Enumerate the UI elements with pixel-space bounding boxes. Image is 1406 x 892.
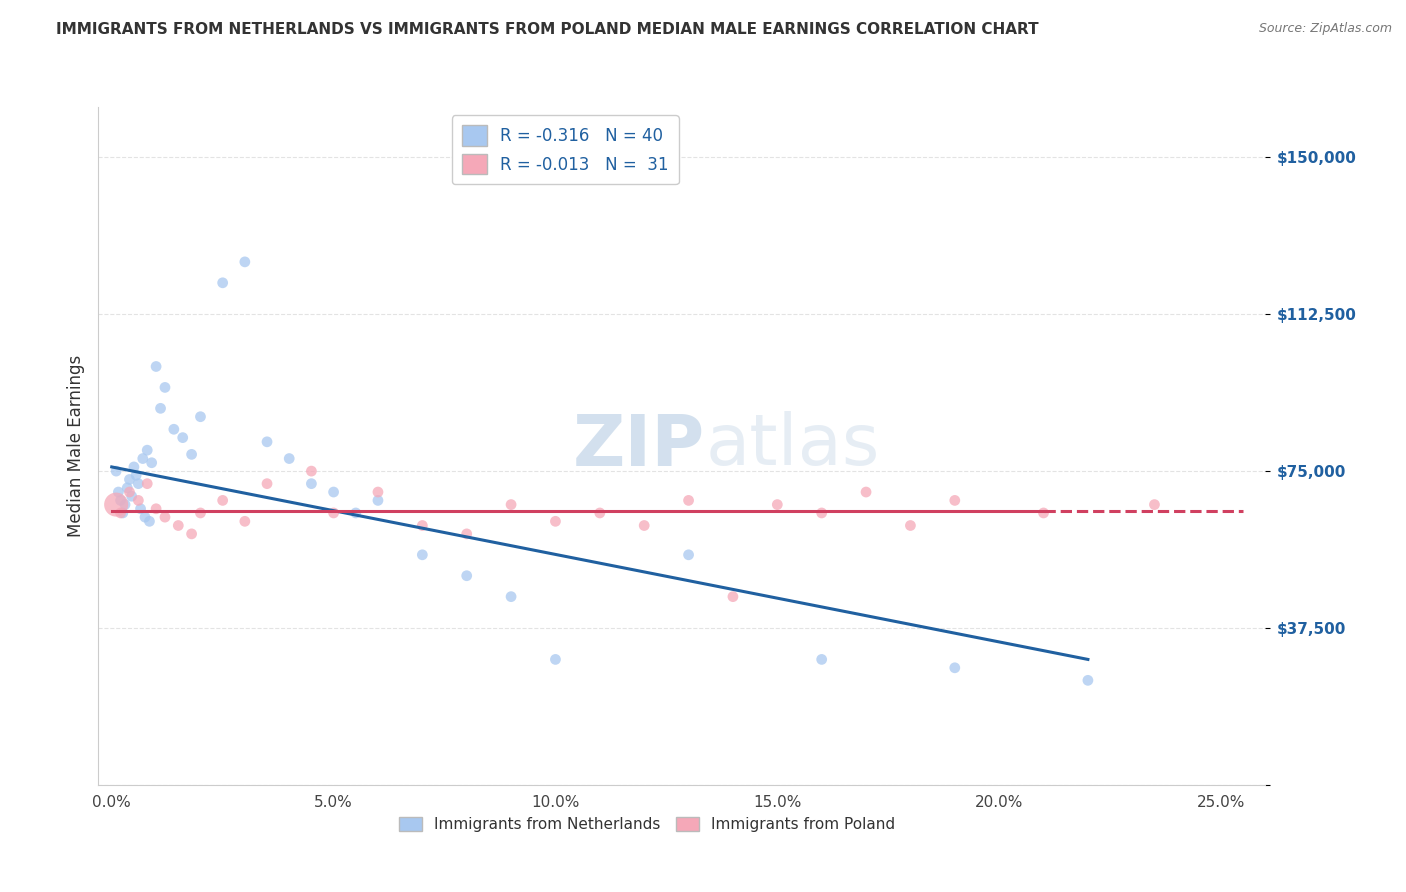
Point	[125, 468, 148, 483]
Point	[153, 380, 176, 394]
Point	[855, 485, 877, 500]
Point	[117, 481, 139, 495]
Point	[118, 473, 141, 487]
Text: ZIP: ZIP	[574, 411, 706, 481]
Point	[456, 527, 478, 541]
Point	[499, 590, 522, 604]
Point	[110, 493, 132, 508]
Point	[114, 498, 136, 512]
Point	[810, 652, 832, 666]
Point	[127, 476, 149, 491]
Point	[766, 498, 789, 512]
Point	[589, 506, 612, 520]
Point	[810, 506, 832, 520]
Point	[544, 514, 567, 528]
Point	[233, 514, 256, 528]
Point	[411, 518, 433, 533]
Point	[190, 506, 212, 520]
Point	[127, 493, 149, 508]
Point	[721, 590, 744, 604]
Point	[299, 464, 322, 478]
Point	[633, 518, 655, 533]
Point	[190, 409, 212, 424]
Point	[367, 493, 389, 508]
Point	[299, 476, 322, 491]
Point	[278, 451, 301, 466]
Point	[122, 459, 145, 474]
Point	[145, 359, 167, 374]
Point	[172, 431, 194, 445]
Point	[256, 434, 278, 449]
Point	[149, 401, 172, 416]
Point	[107, 485, 129, 500]
Point	[163, 422, 186, 436]
Point	[411, 548, 433, 562]
Point	[167, 518, 190, 533]
Point	[180, 527, 202, 541]
Point	[145, 501, 167, 516]
Point	[256, 476, 278, 491]
Y-axis label: Median Male Earnings: Median Male Earnings	[66, 355, 84, 537]
Point	[544, 652, 567, 666]
Point	[1032, 506, 1054, 520]
Point	[136, 476, 159, 491]
Point	[153, 510, 176, 524]
Point	[367, 485, 389, 500]
Point	[678, 548, 700, 562]
Point	[141, 456, 163, 470]
Point	[943, 493, 966, 508]
Point	[233, 255, 256, 269]
Point	[129, 501, 152, 516]
Point	[456, 568, 478, 582]
Point	[118, 485, 141, 500]
Point	[105, 498, 128, 512]
Point	[1143, 498, 1166, 512]
Point	[111, 506, 134, 520]
Point	[900, 518, 922, 533]
Point	[132, 451, 155, 466]
Point	[121, 489, 143, 503]
Point	[211, 493, 233, 508]
Point	[322, 506, 344, 520]
Point	[499, 498, 522, 512]
Legend: Immigrants from Netherlands, Immigrants from Poland: Immigrants from Netherlands, Immigrants …	[392, 811, 901, 838]
Point	[211, 276, 233, 290]
Point	[134, 510, 156, 524]
Point	[138, 514, 160, 528]
Point	[1077, 673, 1099, 688]
Text: atlas: atlas	[706, 411, 880, 481]
Point	[322, 485, 344, 500]
Point	[180, 447, 202, 461]
Point	[344, 506, 367, 520]
Text: Source: ZipAtlas.com: Source: ZipAtlas.com	[1258, 22, 1392, 36]
Point	[678, 493, 700, 508]
Point	[105, 464, 128, 478]
Point	[110, 506, 132, 520]
Point	[943, 661, 966, 675]
Point	[136, 443, 159, 458]
Text: IMMIGRANTS FROM NETHERLANDS VS IMMIGRANTS FROM POLAND MEDIAN MALE EARNINGS CORRE: IMMIGRANTS FROM NETHERLANDS VS IMMIGRANT…	[56, 22, 1039, 37]
